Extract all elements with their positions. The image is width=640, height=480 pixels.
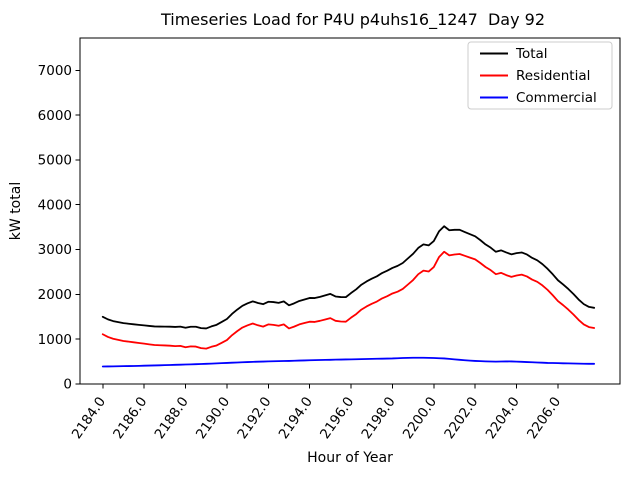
legend-entry-total: Total — [480, 46, 548, 62]
y-tick-label: 3000 — [38, 242, 72, 258]
series-line-total — [101, 225, 596, 330]
series-line-commercial — [101, 356, 596, 368]
y-tick-label: 6000 — [38, 108, 72, 124]
y-tick-label: 2000 — [38, 287, 72, 303]
chart-title: Timeseries Load for P4U p4uhs16_1247 Day… — [160, 10, 545, 30]
x-tick-label: 2196.0 — [317, 394, 357, 442]
y-tick-label: 1000 — [38, 332, 72, 348]
x-tick-label: 2198.0 — [358, 394, 398, 442]
y-tick-label: 0 — [63, 377, 72, 393]
plot-area-frame — [79, 37, 621, 385]
legend-label-commercial: Commercial — [516, 90, 597, 106]
x-tick-label: 2202.0 — [441, 394, 481, 442]
x-tick-label: 2186.0 — [110, 394, 150, 442]
x-tick-label: 2184.0 — [69, 394, 109, 442]
x-tick-label: 2192.0 — [234, 394, 274, 442]
x-tick-label: 2190.0 — [193, 394, 233, 442]
series-lines — [101, 225, 596, 368]
legend-entry-commercial: Commercial — [480, 90, 597, 106]
series-line-residential — [101, 250, 596, 350]
legend-entry-residential: Residential — [480, 68, 590, 84]
legend-box — [467, 41, 613, 110]
y-tick-label: 5000 — [38, 153, 72, 169]
y-axis-label: kW total — [8, 182, 24, 240]
legend: Total Residential Commercial — [467, 41, 613, 110]
y-tick-label: 4000 — [38, 197, 72, 213]
legend-label-total: Total — [515, 46, 548, 62]
x-tick-label: 2204.0 — [483, 394, 523, 442]
y-tick-label: 7000 — [38, 63, 72, 79]
legend-label-residential: Residential — [516, 68, 590, 84]
x-tick-label: 2188.0 — [152, 394, 192, 442]
x-tick-label: 2200.0 — [400, 394, 440, 442]
x-axis-label: Hour of Year — [307, 450, 393, 466]
x-tick-label: 2206.0 — [524, 394, 564, 442]
x-tick-label: 2194.0 — [276, 394, 316, 442]
axis-ticks: 2184.0 2186.0 2188.0 2190.0 2192.0 2194.0 2196… — [38, 63, 565, 442]
